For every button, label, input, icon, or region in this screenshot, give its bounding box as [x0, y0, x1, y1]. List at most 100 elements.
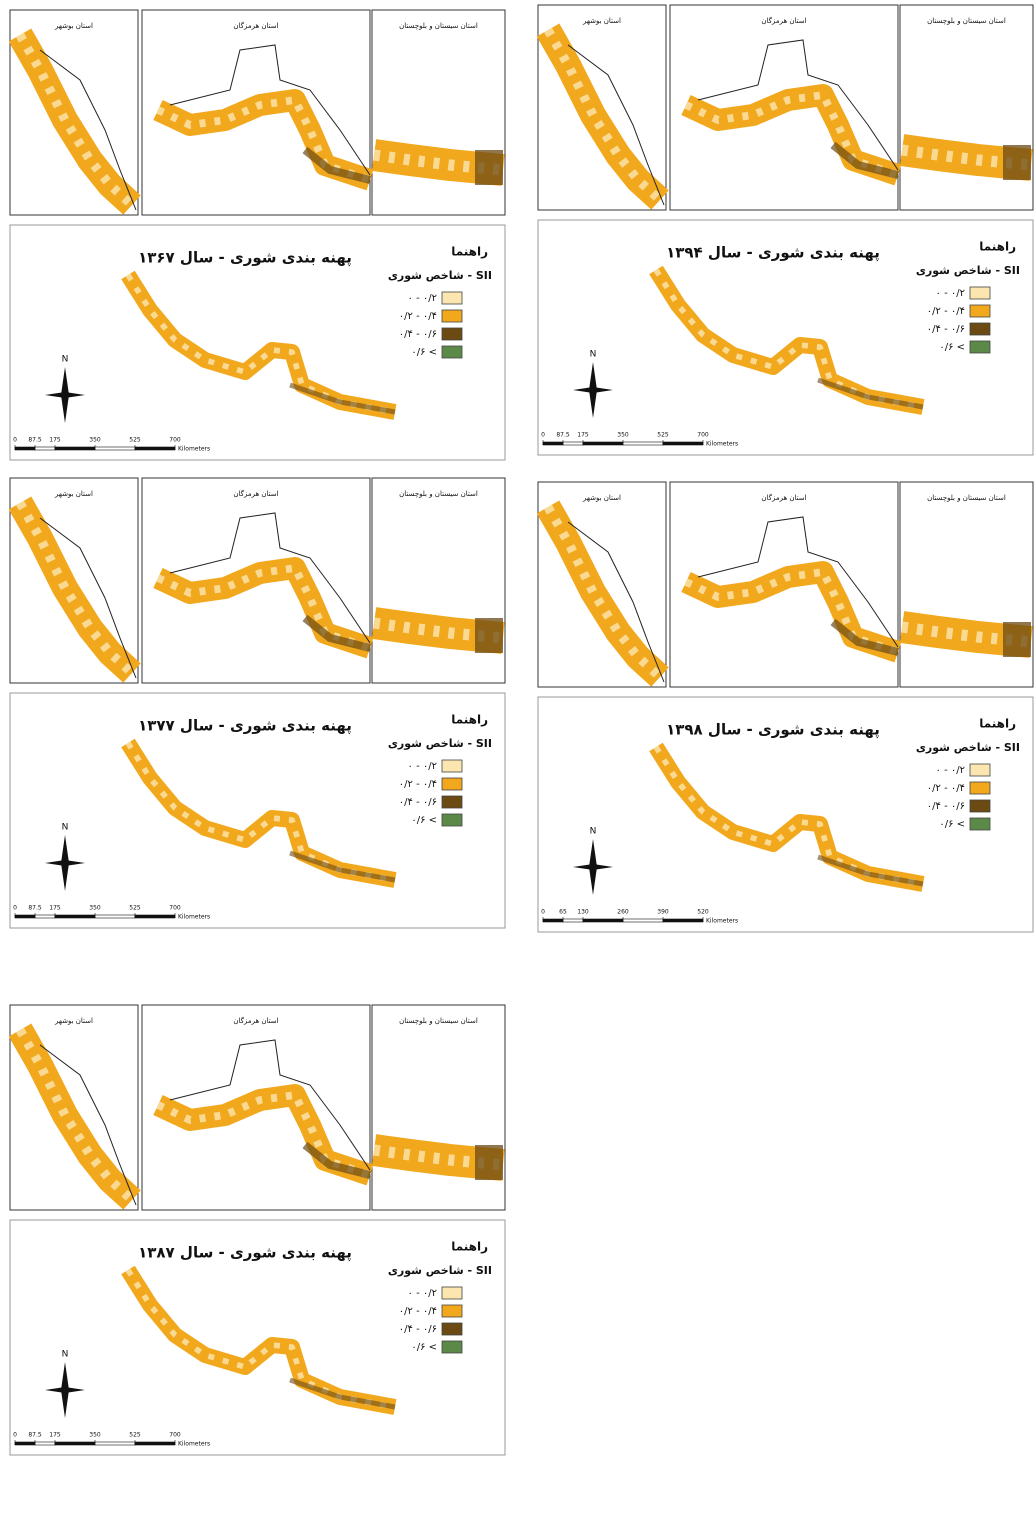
- legend-label: ۰/۴ - ۰/۶: [399, 797, 437, 808]
- scale-segment: [34, 446, 56, 451]
- legend-swatch: [441, 777, 463, 791]
- north-label: N: [62, 1350, 69, 1360]
- legend-label: ۰/۶ <: [411, 347, 437, 358]
- inset-label: استان هرمزگان: [761, 16, 806, 25]
- scale-segment: [622, 918, 664, 923]
- map-panel: استان بوشهر استان هرمزگان استان سیستان و ب…: [8, 9, 506, 461]
- legend-label: ۰/۴ - ۰/۶: [927, 801, 965, 812]
- scale-unit: Kilometers: [706, 918, 738, 925]
- legend-label: ۰ - ۰/۲: [408, 1288, 437, 1299]
- salinity-zone: [373, 1144, 504, 1171]
- scale-unit: Kilometers: [178, 1441, 210, 1448]
- inset-label: استان سیستان و بلوچستان: [927, 494, 1006, 502]
- legend-label: ۰/۶ <: [939, 819, 965, 830]
- legend-label: ۰/۲ - ۰/۴: [927, 306, 965, 317]
- scale-segment: [134, 914, 176, 919]
- salinity-zone: [830, 141, 899, 179]
- north-label: N: [590, 350, 597, 360]
- scale-label: 65: [559, 909, 567, 916]
- legend-label: ۰/۶ <: [939, 342, 965, 353]
- legend-label: ۰ - ۰/۲: [408, 761, 437, 772]
- north-arrow: [45, 392, 85, 398]
- salinity-zone: [125, 741, 396, 883]
- map-panel: استان بوشهر استان هرمزگان استان سیستان و ب…: [536, 4, 1034, 456]
- scale-label: 525: [657, 432, 669, 439]
- map-frame: [537, 696, 1034, 933]
- scale-label: 130: [577, 909, 589, 916]
- scale-label: 0: [541, 909, 545, 916]
- scale-segment: [582, 441, 624, 446]
- north-arrow: [573, 864, 613, 870]
- legend-label: ۰/۲ - ۰/۴: [399, 1306, 437, 1317]
- north-arrow: [45, 1387, 85, 1393]
- inset-label: استان هرمزگان: [761, 493, 806, 502]
- scale-segment: [34, 1441, 56, 1446]
- inset-label: استان بوشهر: [582, 17, 621, 25]
- inset-label: استان سیستان و بلوچستان: [399, 490, 478, 498]
- legend-swatch: [969, 322, 991, 336]
- legend-swatch: [441, 309, 463, 323]
- legend-swatch: [969, 304, 991, 318]
- salinity-zone: [475, 150, 503, 185]
- legend-title: راهنما: [451, 245, 488, 259]
- scale-label: 175: [49, 905, 61, 912]
- inset-label: استان سیستان و بلوچستان: [399, 1017, 478, 1025]
- scale-label: 0: [13, 1432, 17, 1439]
- map-title: پهنه بندی شوری - سال ۱۳۸۷: [138, 1244, 352, 1263]
- salinity-zone: [830, 618, 899, 656]
- scale-segment: [662, 441, 704, 446]
- scale-label: 525: [129, 1432, 141, 1439]
- inset-label: استان بوشهر: [54, 22, 93, 30]
- legend-title: راهنما: [979, 717, 1016, 731]
- salinity-zone: [373, 149, 504, 176]
- north-arrow: [45, 860, 85, 866]
- inset-label: استان سیستان و بلوچستان: [927, 17, 1006, 25]
- salinity-zone: [653, 745, 924, 887]
- scale-label: 700: [169, 905, 181, 912]
- scale-label: 350: [89, 437, 101, 444]
- salinity-zone: [289, 850, 396, 883]
- legend-swatch: [441, 1304, 463, 1318]
- map-title: پهنه بندی شوری - سال ۱۳۷۷: [138, 717, 352, 736]
- legend-label: ۰/۲ - ۰/۴: [399, 311, 437, 322]
- scale-segment: [662, 918, 704, 923]
- legend-swatch: [441, 1322, 463, 1336]
- map-panel: استان بوشهر استان هرمزگان استان سیستان و ب…: [8, 477, 506, 929]
- salinity-zone: [901, 144, 1032, 171]
- inset-label: استان هرمزگان: [233, 21, 278, 30]
- province-border: [169, 1039, 371, 1171]
- scale-label: 0: [13, 905, 17, 912]
- scale-label: 0: [13, 437, 17, 444]
- scale-label: 87.5: [28, 1432, 42, 1439]
- salinity-zone: [125, 273, 396, 415]
- salinity-zone: [544, 504, 664, 681]
- scale-segment: [14, 914, 36, 919]
- legend-swatch: [969, 763, 991, 777]
- scale-label: 0: [541, 432, 545, 439]
- scale-unit: Kilometers: [178, 446, 210, 453]
- legend-title: راهنما: [451, 713, 488, 727]
- salinity-zone: [302, 146, 371, 184]
- scale-label: 87.5: [28, 437, 42, 444]
- map-panel: استان بوشهر استان هرمزگان استان سیستان و ب…: [8, 1004, 506, 1456]
- province-border: [697, 39, 899, 171]
- scale-segment: [54, 446, 96, 451]
- legend-label: ۰ - ۰/۲: [408, 293, 437, 304]
- scale-segment: [582, 918, 624, 923]
- salinity-zone: [901, 621, 1032, 648]
- legend-swatch: [969, 781, 991, 795]
- legend-label: ۰/۲ - ۰/۴: [927, 783, 965, 794]
- salinity-zone: [125, 1268, 396, 1410]
- scale-label: 175: [49, 437, 61, 444]
- legend-label: ۰/۶ <: [411, 815, 437, 826]
- salinity-zone: [16, 32, 136, 209]
- scale-segment: [14, 446, 36, 451]
- scale-label: 350: [89, 1432, 101, 1439]
- salinity-zone: [16, 500, 136, 677]
- legend-subtitle: شاخص شوری - SII: [388, 737, 492, 750]
- map-frame: [9, 692, 506, 929]
- scale-segment: [54, 914, 96, 919]
- legend-subtitle: شاخص شوری - SII: [388, 269, 492, 282]
- salinity-zone: [289, 382, 396, 415]
